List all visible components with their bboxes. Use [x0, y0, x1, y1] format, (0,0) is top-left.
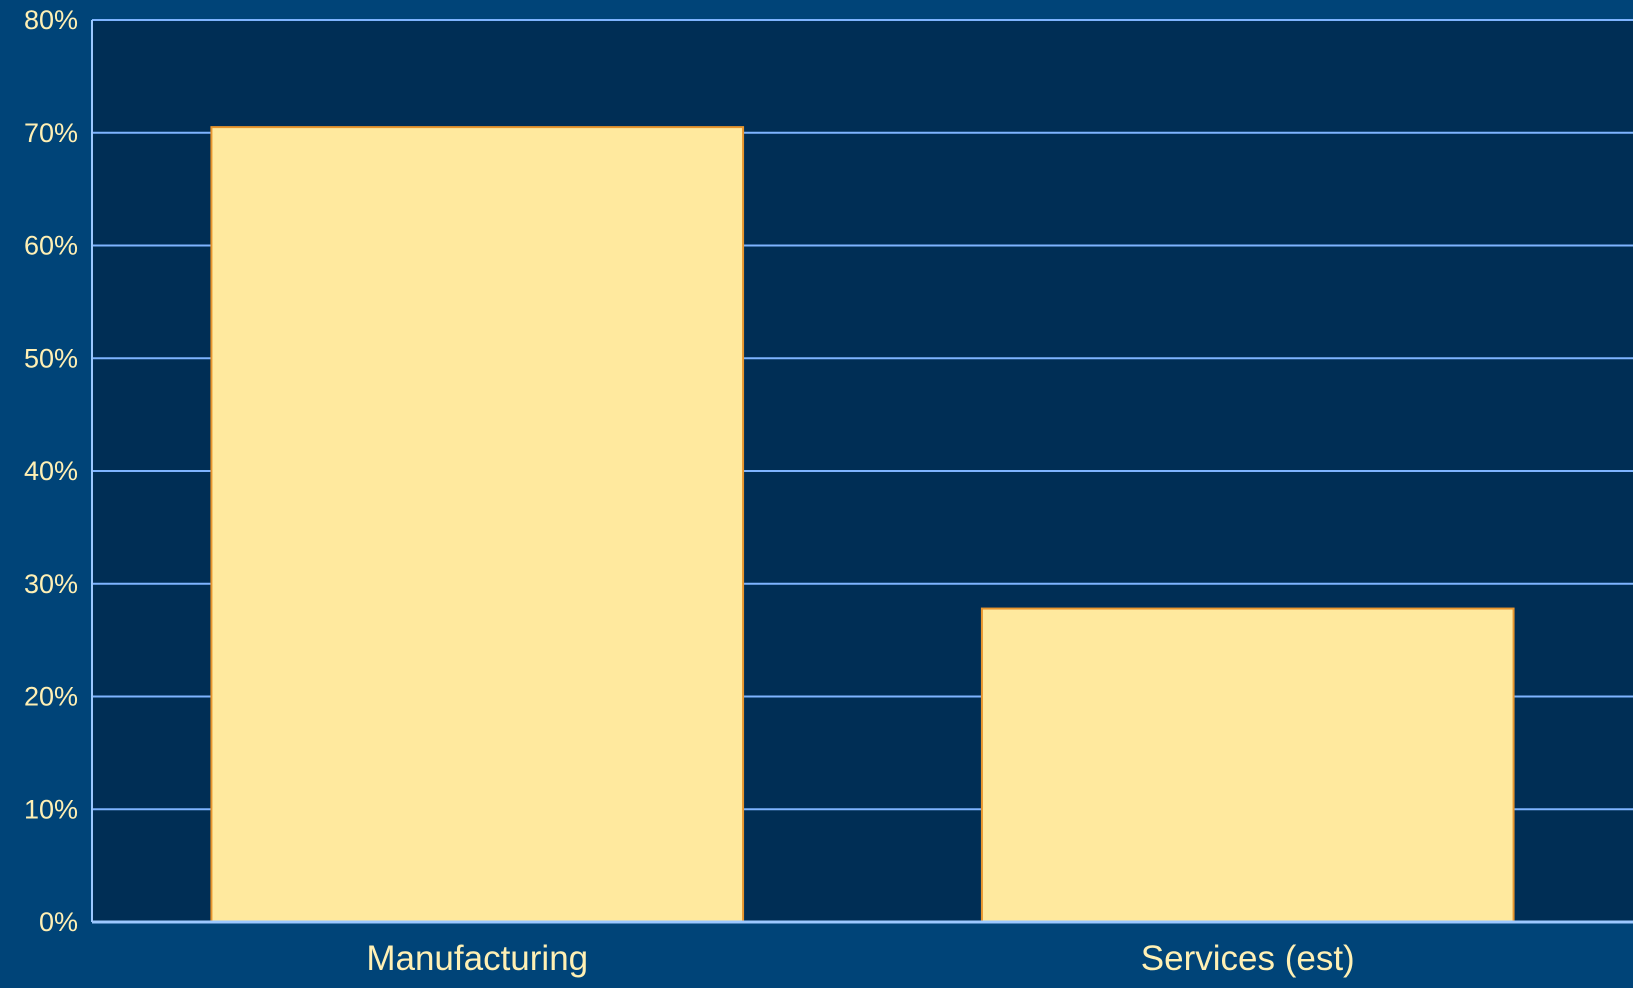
y-tick-label: 60% — [24, 231, 78, 261]
y-tick-label: 0% — [39, 907, 78, 937]
y-tick-labels: 0% 10% 20% 30% 40% 50% 60% 70% 80% — [24, 5, 78, 937]
y-tick-label: 80% — [24, 5, 78, 35]
x-tick-labels: Manufacturing Services (est) — [366, 939, 1354, 978]
y-tick-label: 70% — [24, 118, 78, 148]
y-tick-label: 40% — [24, 456, 78, 486]
y-tick-label: 30% — [24, 569, 78, 599]
axes — [91, 20, 1633, 924]
y-tick-label: 10% — [24, 794, 78, 824]
y-tick-label: 50% — [24, 343, 78, 373]
y-tick-label: 20% — [24, 682, 78, 712]
x-tick-label: Manufacturing — [366, 939, 588, 978]
x-tick-label: Services (est) — [1141, 939, 1355, 978]
bar-manufacturing — [210, 126, 745, 924]
bar-services-est — [980, 607, 1515, 923]
bars — [210, 126, 1515, 924]
